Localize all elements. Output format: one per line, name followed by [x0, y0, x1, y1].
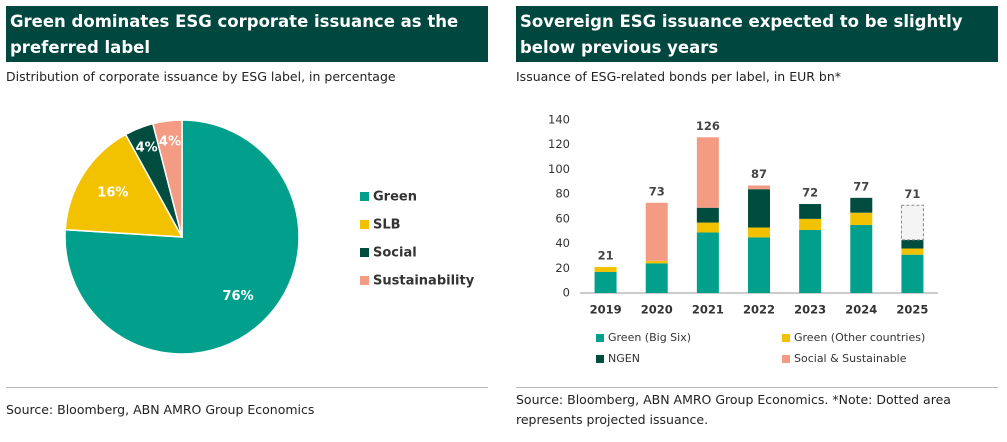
legend-swatch	[360, 248, 369, 257]
legend-swatch	[596, 334, 604, 342]
bar-segment	[645, 202, 668, 261]
legend-swatch	[782, 334, 790, 342]
y-tick-label: 0	[563, 286, 570, 300]
bar-segment	[901, 248, 924, 255]
bar-segment	[594, 267, 617, 272]
x-tick-label: 2021	[692, 303, 724, 317]
bar-segment	[645, 260, 668, 264]
chart-subtitle: Distribution of corporate issuance by ES…	[6, 69, 396, 84]
chart-title: Green dominates ESG corporate issuance a…	[6, 6, 488, 62]
legend-swatch	[360, 276, 369, 285]
x-tick-label: 2025	[896, 303, 928, 317]
legend-swatch	[782, 355, 790, 363]
bar-segment	[696, 232, 719, 293]
legend-label: NGEN	[608, 352, 640, 365]
data-label: 76%	[223, 289, 254, 304]
bar-segment	[696, 137, 719, 208]
source: Source: Bloomberg, ABN AMRO Group Econom…	[6, 402, 315, 417]
y-tick-label: 120	[548, 137, 570, 151]
x-tick-label: 2023	[794, 303, 826, 317]
data-label: 16%	[97, 186, 128, 201]
legend-swatch	[360, 220, 369, 229]
y-tick-label: 40	[555, 236, 570, 250]
total-label: 87	[751, 167, 767, 181]
pie-slice	[151, 119, 183, 238]
source: Source: Bloomberg, ABN AMRO Group Econom…	[516, 392, 951, 427]
legend-label: Social	[373, 246, 417, 261]
data-label: 4%	[136, 140, 158, 155]
legend-swatch	[596, 355, 604, 363]
x-tick-label: 2020	[641, 303, 673, 317]
bar-segment	[594, 271, 617, 293]
x-tick-label: 2019	[590, 303, 622, 317]
bar-segment	[850, 197, 873, 213]
legend-label: SLB	[373, 218, 401, 233]
total-label: 21	[598, 249, 614, 263]
bar-segment	[850, 225, 873, 293]
total-label: 73	[649, 184, 665, 198]
legend-label: Sustainability	[373, 274, 475, 289]
pie-slice	[64, 119, 300, 355]
total-label: 77	[853, 179, 869, 193]
bar-segment	[850, 212, 873, 226]
y-tick-label: 140	[548, 113, 570, 127]
legend-label: Green (Big Six)	[608, 331, 691, 344]
total-label: 126	[696, 119, 720, 133]
bar-segment	[748, 189, 770, 228]
data-label: 4%	[159, 134, 181, 149]
chart-subtitle: Issuance of ESG-related bonds per label,…	[516, 69, 842, 84]
bar-segment	[696, 207, 719, 223]
divider	[516, 387, 998, 388]
legend-swatch	[360, 192, 369, 201]
bar-segment	[799, 218, 822, 230]
bar-segment	[696, 222, 719, 233]
total-label: 72	[802, 186, 818, 200]
bar-segment	[799, 204, 822, 219]
bar-segment	[748, 185, 770, 190]
x-tick-label: 2022	[743, 303, 775, 317]
bar-segment	[748, 237, 770, 293]
bar-segment	[901, 239, 924, 249]
bar-segment	[645, 263, 668, 293]
total-label: 71	[904, 187, 920, 201]
legend-label: Green	[373, 190, 417, 205]
y-tick-label: 60	[555, 211, 570, 225]
divider	[6, 387, 488, 388]
bar-segment	[748, 227, 770, 238]
legend-label: Green (Other countries)	[794, 331, 925, 344]
y-tick-label: 80	[555, 187, 570, 201]
bar-segment	[901, 254, 924, 293]
y-tick-label: 100	[548, 162, 570, 176]
projected-area	[900, 204, 924, 241]
bar-segment	[799, 229, 822, 293]
pie-slice	[64, 133, 184, 238]
legend-label: Social & Sustainable	[794, 352, 907, 365]
chart-title: Sovereign ESG issuance expected to be sl…	[516, 6, 998, 62]
y-tick-label: 20	[555, 261, 570, 275]
x-tick-label: 2024	[845, 303, 877, 317]
